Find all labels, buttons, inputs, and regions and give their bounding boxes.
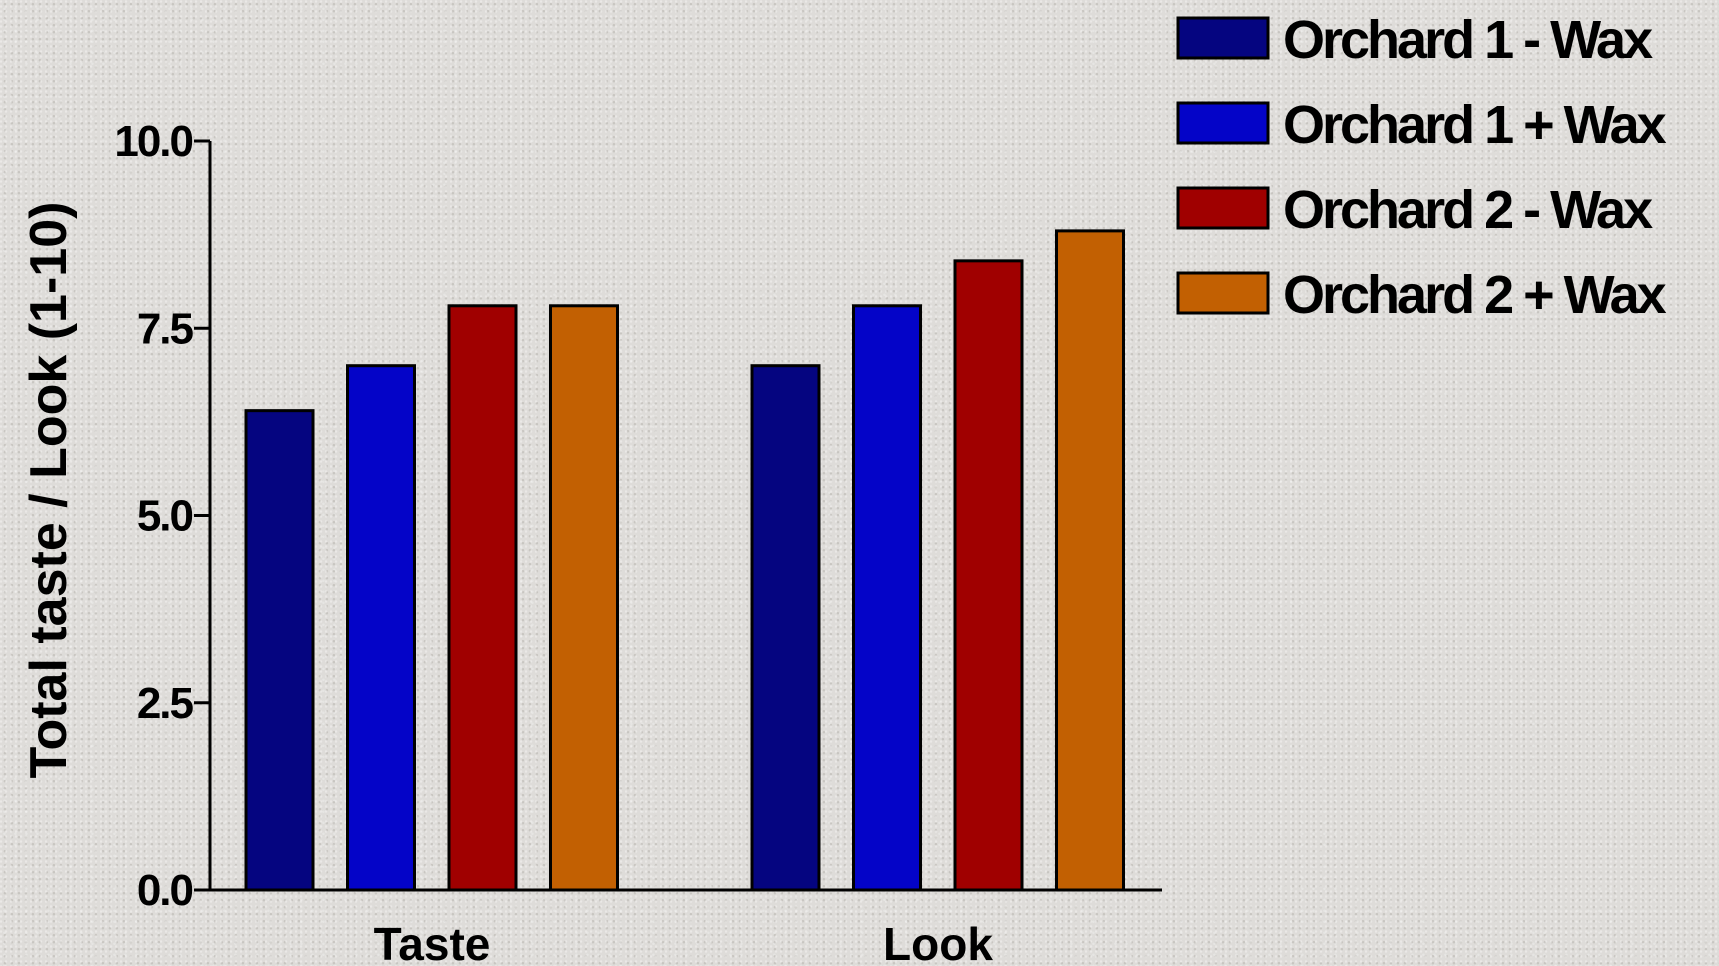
bars-group [244,229,1125,892]
y-axis-title: Total taste / Look (1-10) [20,202,78,779]
legend-swatch-4 [1176,271,1270,315]
bar-look-series-4 [1055,229,1125,892]
bar-look-series-2 [852,304,922,892]
bar-taste-series-2 [346,364,416,892]
bar-taste-series-1 [244,409,315,892]
legend-label-4: Orchard 2 + Wax [1283,265,1667,325]
x-category-label-taste: Taste [374,918,491,966]
legend: Orchard 1 - Wax Orchard 1 + Wax Orchard 2 … [1176,10,1670,325]
y-tick-label: 7.5 [137,304,194,353]
x-category-label-look: Look [883,918,993,966]
bar-look-series-1 [750,364,821,892]
bar-look-series-3 [953,259,1024,892]
y-tick-label: 5.0 [137,492,193,541]
legend-swatch-1 [1176,16,1270,60]
legend-label-3: Orchard 2 - Wax [1283,180,1653,240]
legend-label-1: Orchard 1 - Wax [1283,10,1653,70]
y-tick-label: 10.0 [114,117,192,166]
axes-group: 0.0 2.5 5.0 7.5 10.0 Taste Look [114,117,1162,966]
legend-swatch-2 [1176,101,1270,145]
y-tick-label: 2.5 [137,679,194,728]
legend-swatch-3 [1176,186,1270,230]
y-tick-label: 0.0 [137,866,193,915]
bar-taste-series-3 [447,304,518,892]
legend-label-2: Orchard 1 + Wax [1283,95,1667,155]
bar-taste-series-4 [549,304,619,892]
